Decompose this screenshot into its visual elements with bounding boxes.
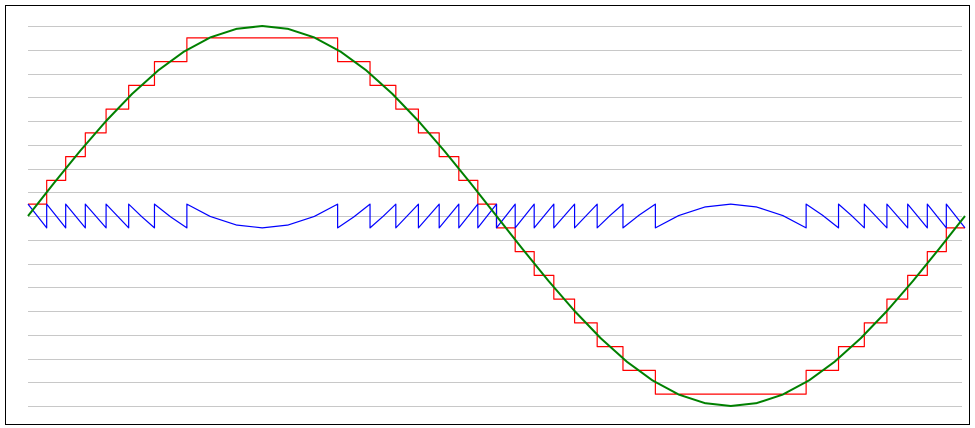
series-line [27, 25, 966, 407]
